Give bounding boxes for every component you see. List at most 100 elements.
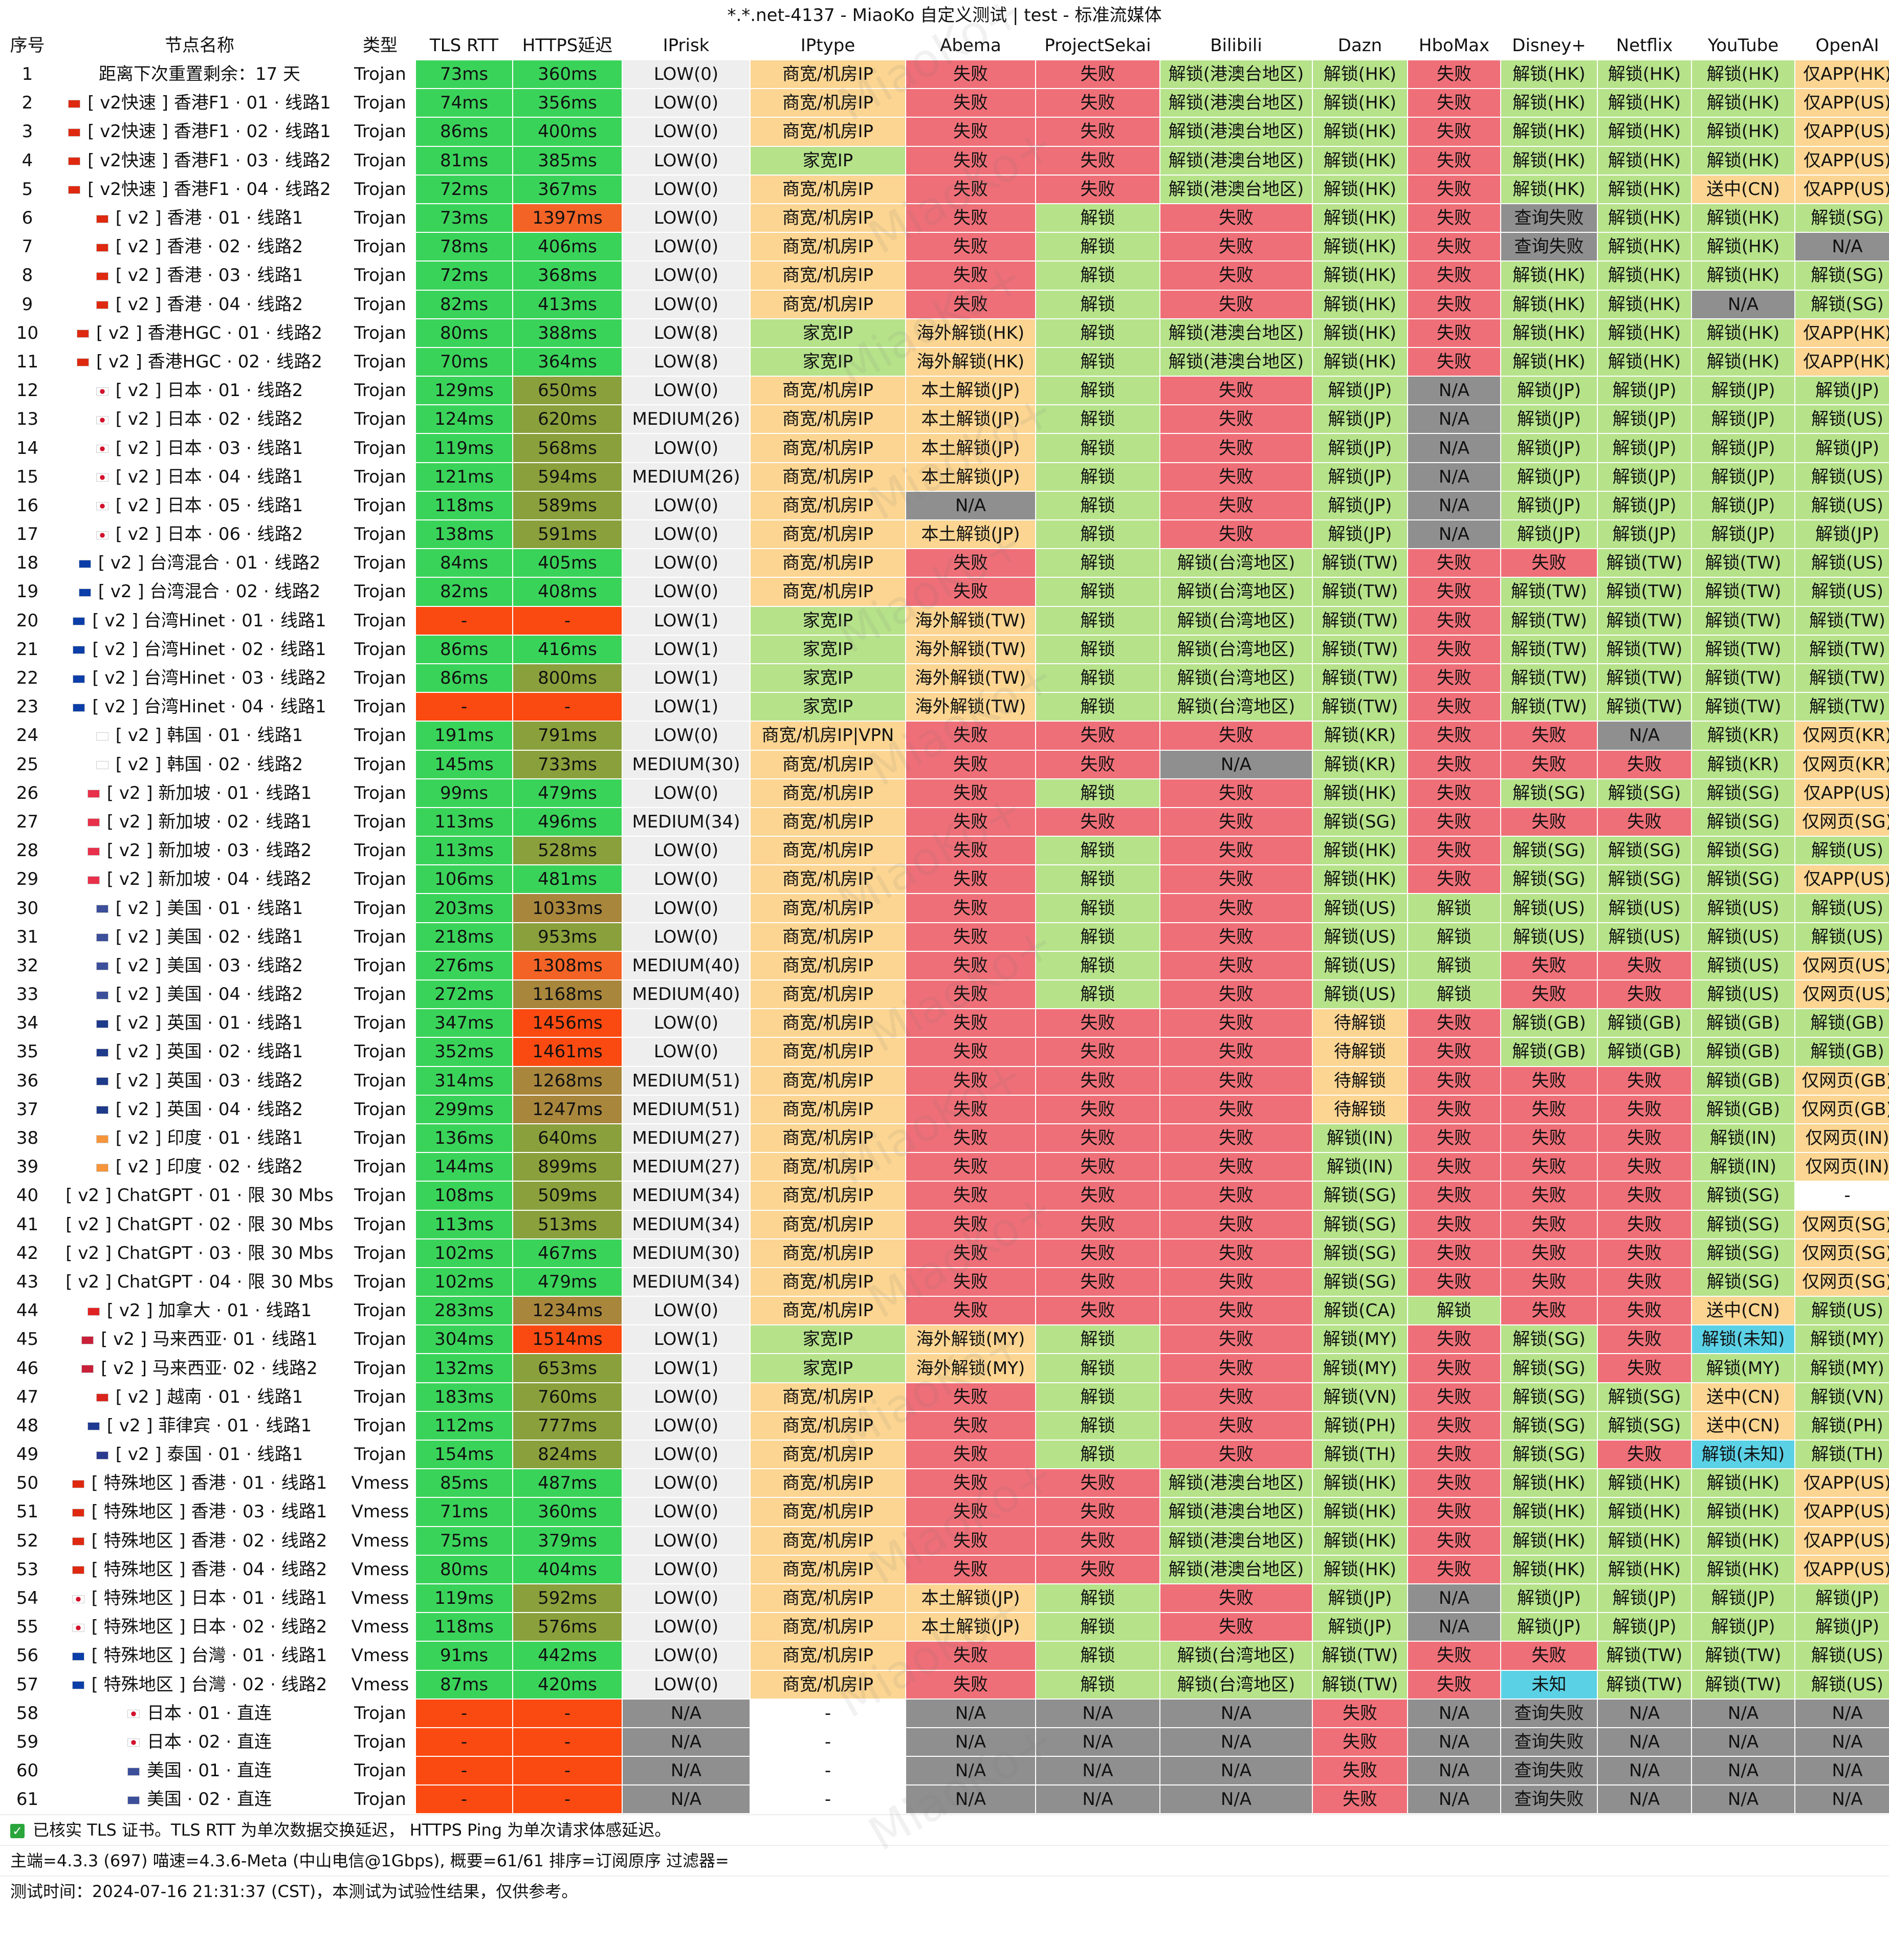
row-number-cell: 18 (0, 548, 55, 578)
youtube-status-cell: 解锁(IN) (1691, 1152, 1795, 1182)
row-number-cell: 55 (0, 1612, 55, 1642)
table-row[interactable]: 52 [ 特殊地区 ] 香港 · 02 · 线路2 Vmess 75ms 379ms LO… (0, 1526, 1889, 1556)
table-row[interactable]: 61 美国 · 02 · 直连 Trojan - - N/A - N/A N/A N/A 失败 N/A… (0, 1784, 1889, 1815)
pjsk-status-cell: 解锁 (1035, 519, 1160, 550)
flag-icon (96, 1393, 108, 1402)
table-row[interactable]: 22 [ v2 ] 台湾Hinet · 03 · 线路2 Trojan 86ms 800… (0, 663, 1889, 693)
tls-rtt-cell: 102ms (415, 1238, 513, 1268)
protocol-type-cell: Vmess (344, 1468, 416, 1498)
table-row[interactable]: 25 [ v2 ] 韩国 · 02 · 线路2 Trojan 145ms 733ms ME… (0, 749, 1889, 779)
bili-status-cell: N/A (1159, 749, 1313, 779)
table-row[interactable]: 32 [ v2 ] 美国 · 03 · 线路2 Trojan 276ms 1308ms M… (0, 950, 1889, 981)
table-row[interactable]: 49 [ v2 ] 泰国 · 01 · 线路1 Trojan 154ms 824ms LO… (0, 1439, 1889, 1470)
protocol-type-cell: Trojan (344, 433, 416, 463)
table-row[interactable]: 26 [ v2 ] 新加坡 · 01 · 线路1 Trojan 99ms 479ms LO… (0, 778, 1889, 808)
col-projectsekai-header: ProjectSekai (1035, 31, 1160, 60)
table-row[interactable]: 47 [ v2 ] 越南 · 01 · 线路1 Trojan 183ms 760ms LO… (0, 1382, 1889, 1412)
table-row[interactable]: 41 [ v2 ] ChatGPT · 02 · 限 30 Mbs Trojan 11… (0, 1209, 1889, 1239)
bili-status-cell: 失败 (1159, 462, 1313, 492)
table-row[interactable]: 43 [ v2 ] ChatGPT · 04 · 限 30 Mbs Trojan 10… (0, 1267, 1889, 1297)
table-row[interactable]: 27 [ v2 ] 新加坡 · 02 · 线路1 Trojan 113ms 496ms M… (0, 807, 1889, 837)
table-row[interactable]: 4 [ v2快速 ] 香港F1 · 03 · 线路2 Trojan 81ms 385ms… (0, 145, 1889, 176)
node-name-cell: [ v2 ] 美国 · 02 · 线路1 (54, 922, 345, 952)
table-row[interactable]: 10 [ v2 ] 香港HGC · 01 · 线路2 Trojan 80ms 388ms… (0, 318, 1889, 348)
table-row[interactable]: 28 [ v2 ] 新加坡 · 03 · 线路2 Trojan 113ms 528ms L… (0, 836, 1889, 866)
table-row[interactable]: 14 [ v2 ] 日本 · 03 · 线路1 Trojan 119ms 568ms LO… (0, 433, 1889, 463)
table-row[interactable]: 8 [ v2 ] 香港 · 03 · 线路1 Trojan 72ms 368ms LOW(… (0, 260, 1889, 291)
iptype-cell: - (750, 1756, 906, 1786)
tls-rtt-cell: 314ms (415, 1065, 513, 1096)
disney-status-cell: 解锁(HK) (1500, 145, 1598, 176)
table-row[interactable]: 30 [ v2 ] 美国 · 01 · 线路1 Trojan 203ms 1033ms L… (0, 893, 1889, 923)
table-row[interactable]: 54 [ 特殊地区 ] 日本 · 01 · 线路1 Vmess 119ms 592ms L… (0, 1583, 1889, 1614)
table-row[interactable]: 44 [ v2 ] 加拿大 · 01 · 线路1 Trojan 283ms 1234ms… (0, 1296, 1889, 1326)
table-row[interactable]: 12 [ v2 ] 日本 · 01 · 线路2 Trojan 129ms 650ms LO… (0, 376, 1889, 406)
table-row[interactable]: 34 [ v2 ] 英国 · 01 · 线路1 Trojan 347ms 1456ms L… (0, 1008, 1889, 1038)
table-row[interactable]: 35 [ v2 ] 英国 · 02 · 线路1 Trojan 352ms 1461ms L… (0, 1037, 1889, 1067)
row-number-cell: 7 (0, 232, 55, 262)
https-latency-cell: 385ms (512, 145, 623, 176)
table-row[interactable]: 16 [ v2 ] 日本 · 05 · 线路1 Trojan 118ms 589ms LO… (0, 490, 1889, 521)
abema-status-cell: 海外解锁(HK) (905, 318, 1036, 348)
openai-status-cell: 解锁(JP) (1794, 1583, 1889, 1614)
table-row[interactable]: 39 [ v2 ] 印度 · 02 · 线路2 Trojan 144ms 899ms ME… (0, 1152, 1889, 1182)
protocol-type-cell: Trojan (344, 1152, 416, 1182)
table-row[interactable]: 9 [ v2 ] 香港 · 04 · 线路2 Trojan 82ms 413ms LOW(… (0, 289, 1889, 319)
table-row[interactable]: 13 [ v2 ] 日本 · 02 · 线路2 Trojan 124ms 620ms ME… (0, 404, 1889, 434)
tls-rtt-cell: 352ms (415, 1037, 513, 1067)
table-row[interactable]: 57 [ 特殊地区 ] 台灣 · 02 · 线路2 Vmess 87ms 420ms LO… (0, 1669, 1889, 1700)
table-row[interactable]: 11 [ v2 ] 香港HGC · 02 · 线路2 Trojan 70ms 364ms… (0, 346, 1889, 377)
table-row[interactable]: 48 [ v2 ] 菲律宾 · 01 · 线路1 Trojan 112ms 777ms L… (0, 1410, 1889, 1441)
node-name-label: [ v2 ] 台湾混合 · 02 · 线路2 (98, 581, 321, 602)
table-row[interactable]: 24 [ v2 ] 韩国 · 01 · 线路1 Trojan 191ms 791ms LO… (0, 721, 1889, 751)
table-row[interactable]: 58 日本 · 01 · 直连 Trojan - - N/A - N/A N/A N/A 失败 N/A… (0, 1698, 1889, 1728)
table-row[interactable]: 7 [ v2 ] 香港 · 02 · 线路2 Trojan 78ms 406ms LOW(… (0, 232, 1889, 262)
table-row[interactable]: 6 [ v2 ] 香港 · 01 · 线路1 Trojan 73ms 1397ms LOW… (0, 203, 1889, 233)
table-row[interactable]: 50 [ 特殊地区 ] 香港 · 01 · 线路1 Vmess 85ms 487ms LO… (0, 1468, 1889, 1498)
table-row[interactable]: 59 日本 · 02 · 直连 Trojan - - N/A - N/A N/A N/A 失败 N/A… (0, 1727, 1889, 1757)
table-row[interactable]: 55 [ 特殊地区 ] 日本 · 02 · 线路2 Vmess 118ms 576ms L… (0, 1612, 1889, 1642)
table-row[interactable]: 56 [ 特殊地区 ] 台灣 · 01 · 线路1 Vmess 91ms 442ms LO… (0, 1641, 1889, 1671)
table-row[interactable]: 1 距离下次重置剩余：17 天 Trojan 73ms 360ms LOW(0) 商宽/机房… (0, 59, 1889, 90)
table-row[interactable]: 46 [ v2 ] 马来西亚· 02 · 线路2 Trojan 132ms 653ms L… (0, 1353, 1889, 1383)
table-row[interactable]: 5 [ v2快速 ] 香港F1 · 04 · 线路2 Trojan 72ms 367ms… (0, 174, 1889, 204)
openai-status-cell: 仅APP(HK) (1794, 318, 1889, 348)
table-row[interactable]: 51 [ 特殊地区 ] 香港 · 03 · 线路1 Vmess 71ms 360ms LO… (0, 1497, 1889, 1527)
table-row[interactable]: 45 [ v2 ] 马来西亚· 01 · 线路1 Trojan 304ms 1514ms… (0, 1324, 1889, 1355)
table-row[interactable]: 40 [ v2 ] ChatGPT · 01 · 限 30 Mbs Trojan 10… (0, 1181, 1889, 1211)
table-row[interactable]: 18 [ v2 ] 台湾混合 · 01 · 线路2 Trojan 84ms 405ms L… (0, 548, 1889, 578)
table-row[interactable]: 60 美国 · 01 · 直连 Trojan - - N/A - N/A N/A N/A 失败 N/A… (0, 1756, 1889, 1786)
node-name-cell: [ v2 ] 英国 · 02 · 线路1 (54, 1037, 345, 1067)
https-latency-cell: 416ms (512, 634, 623, 664)
dazn-status-cell: 解锁(HK) (1312, 174, 1408, 204)
table-row[interactable]: 17 [ v2 ] 日本 · 06 · 线路2 Trojan 138ms 591ms LO… (0, 519, 1889, 550)
table-row[interactable]: 33 [ v2 ] 美国 · 04 · 线路2 Trojan 272ms 1168ms M… (0, 979, 1889, 1010)
iprisk-cell: LOW(0) (622, 1526, 751, 1556)
iptype-cell: 商宽/机房IP (750, 289, 906, 319)
table-row[interactable]: 15 [ v2 ] 日本 · 04 · 线路1 Trojan 121ms 594ms ME… (0, 462, 1889, 492)
table-row[interactable]: 23[ v2 ] 台湾Hinet · 04 · 线路1 Trojan - - LOW(1… (0, 692, 1889, 722)
table-row[interactable]: 19 [ v2 ] 台湾混合 · 02 · 线路2 Trojan 82ms 408ms L… (0, 577, 1889, 607)
table-row[interactable]: 53 [ 特殊地区 ] 香港 · 04 · 线路2 Vmess 80ms 404ms LO… (0, 1554, 1889, 1584)
table-row[interactable]: 20[ v2 ] 台湾Hinet · 01 · 线路1 Trojan - - LOW(1… (0, 605, 1889, 636)
pjsk-status-cell: 解锁 (1035, 1324, 1160, 1355)
table-row[interactable]: 37 [ v2 ] 英国 · 04 · 线路2 Trojan 299ms 1247ms M… (0, 1094, 1889, 1124)
table-row[interactable]: 31 [ v2 ] 美国 · 02 · 线路1 Trojan 218ms 953ms LO… (0, 922, 1889, 952)
pjsk-status-cell: 失败 (1035, 1037, 1160, 1067)
table-row[interactable]: 42 [ v2 ] ChatGPT · 03 · 限 30 Mbs Trojan 10… (0, 1238, 1889, 1268)
iprisk-cell: LOW(1) (622, 663, 751, 693)
table-row[interactable]: 3 [ v2快速 ] 香港F1 · 02 · 线路1 Trojan 86ms 400ms… (0, 117, 1889, 147)
dazn-status-cell: 解锁(SG) (1312, 1209, 1408, 1239)
abema-status-cell: 失败 (905, 1065, 1036, 1096)
table-row[interactable]: 36 [ v2 ] 英国 · 03 · 线路2 Trojan 314ms 1268ms M… (0, 1065, 1889, 1096)
node-name-cell: [ v2 ] ChatGPT · 02 · 限 30 Mbs (54, 1209, 345, 1239)
netflix-status-cell: 解锁(TW) (1597, 548, 1692, 578)
table-row[interactable]: 38 [ v2 ] 印度 · 01 · 线路1 Trojan 136ms 640ms ME… (0, 1123, 1889, 1153)
table-row[interactable]: 29 [ v2 ] 新加坡 · 04 · 线路2 Trojan 106ms 481ms L… (0, 864, 1889, 895)
abema-status-cell: 失败 (905, 117, 1036, 147)
https-latency-cell: 1514ms (512, 1324, 623, 1355)
iptype-cell: 商宽/机房IP (750, 1181, 906, 1211)
netflix-status-cell: 失败 (1597, 749, 1692, 779)
table-row[interactable]: 2 [ v2快速 ] 香港F1 · 01 · 线路1 Trojan 74ms 356ms… (0, 88, 1889, 118)
table-row[interactable]: 21 [ v2 ] 台湾Hinet · 02 · 线路1 Trojan 86ms 416… (0, 634, 1889, 664)
